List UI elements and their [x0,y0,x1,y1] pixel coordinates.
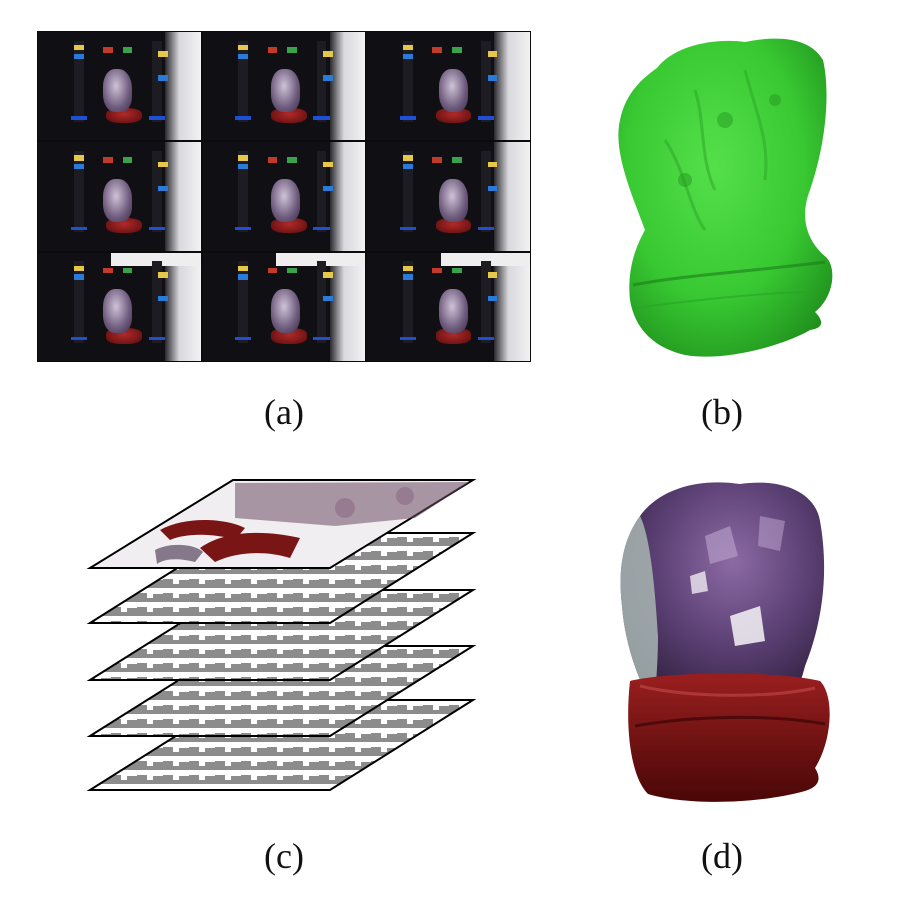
captured-view-image [202,32,366,141]
caption-b: (b) [701,392,743,432]
reconstructed-mesh [618,38,833,357]
caption-c: (c) [264,836,304,876]
captured-view-image [367,252,530,361]
textured-crystal-render [620,482,830,802]
captured-view-image [38,252,201,361]
caption-a: (a) [264,392,304,432]
mesh-body [618,38,833,357]
captured-view-image [38,32,201,141]
multi-view-image-grid [37,31,531,362]
captured-view-image [202,142,366,251]
captured-view-image [367,32,530,141]
caption-d: (d) [701,836,743,876]
captured-view-image [38,142,201,251]
wooden-base [628,673,830,802]
texture-layer-1-color [86,479,477,569]
stacked-texture-layers [86,479,477,791]
captured-view-image [202,252,366,361]
captured-view-image [367,142,530,251]
